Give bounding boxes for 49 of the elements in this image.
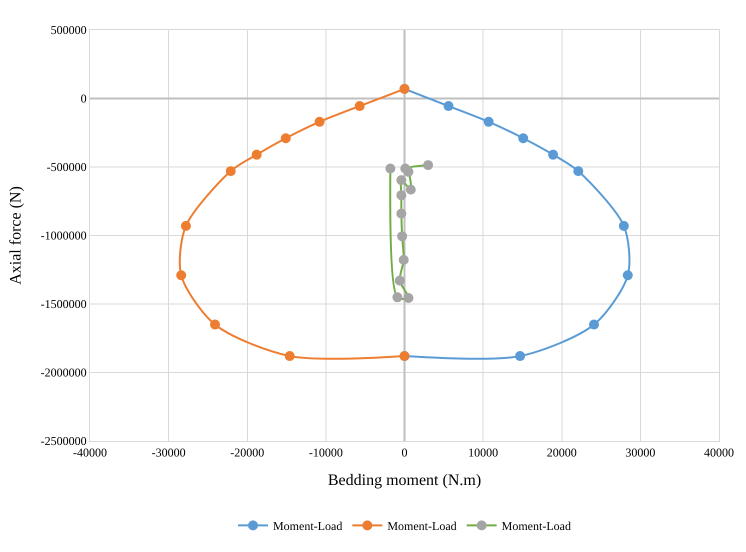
x-tick-label: 30000	[625, 445, 656, 460]
point	[484, 116, 494, 127]
y-tick-label: -1500000	[40, 297, 87, 312]
point	[400, 164, 410, 174]
x-tick-label: 0	[402, 445, 408, 460]
x-tick-label: 10000	[468, 445, 498, 460]
point	[403, 292, 414, 303]
y-tick-label: -500000	[46, 160, 87, 174]
x-tick-label: -10000	[308, 445, 343, 460]
x-axis-title: Bedding moment (N.m)	[328, 472, 482, 490]
point	[396, 175, 406, 186]
x-tick-label: -30000	[152, 445, 186, 460]
legend-label: Moment-Load	[502, 519, 571, 534]
x-tick-label: -20000	[230, 445, 264, 460]
point	[588, 320, 599, 330]
point	[518, 133, 528, 144]
y-tick-label: 0	[80, 92, 87, 106]
point	[284, 351, 295, 362]
point	[280, 133, 291, 144]
point	[515, 351, 526, 362]
y-axis-title: Axial force (N)	[8, 186, 24, 285]
point	[392, 292, 402, 302]
point	[252, 150, 262, 160]
point	[385, 164, 396, 174]
point	[444, 101, 454, 112]
point	[622, 270, 633, 280]
point	[423, 160, 434, 170]
point	[618, 220, 629, 231]
point	[210, 320, 220, 330]
x-tick-label: 20000	[546, 445, 577, 460]
point	[176, 270, 186, 280]
y-tick-label: -1000000	[40, 228, 87, 243]
point	[548, 150, 558, 160]
point	[396, 190, 406, 200]
point	[180, 220, 191, 231]
point	[396, 208, 406, 219]
point	[398, 254, 409, 265]
point	[397, 231, 408, 242]
point	[226, 166, 236, 176]
point	[394, 276, 405, 286]
point	[354, 101, 365, 112]
point	[573, 166, 584, 176]
y-tick-label: 500000	[50, 23, 87, 38]
legend-label: Moment-Load	[273, 519, 342, 534]
point	[406, 184, 416, 195]
x-tick-label: 40000	[704, 445, 734, 460]
point	[314, 116, 325, 127]
legend-label: Moment-Load	[387, 519, 457, 534]
y-tick-label: -2000000	[40, 366, 87, 380]
